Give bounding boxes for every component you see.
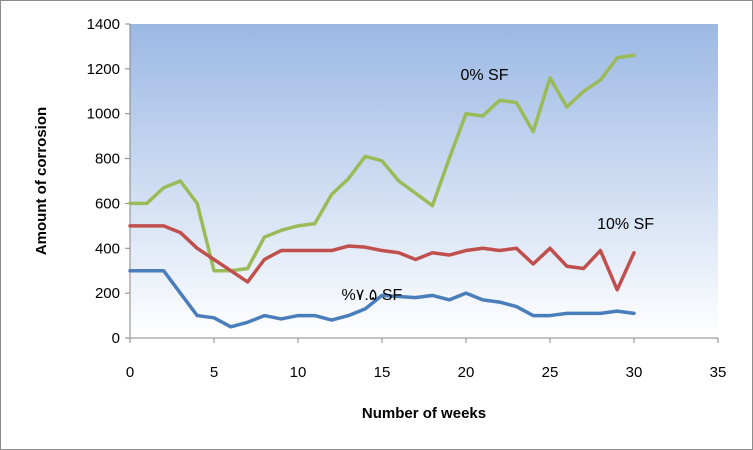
x-tick-label: 20 bbox=[458, 364, 475, 381]
x-axis-title: Number of weeks bbox=[362, 405, 486, 422]
series-line-1 bbox=[128, 224, 636, 292]
series-line-0 bbox=[128, 53, 636, 273]
y-tick-label: 400 bbox=[95, 240, 120, 257]
y-tick-label: 800 bbox=[95, 151, 120, 168]
y-axis-title: Amount of corrosion bbox=[33, 107, 50, 255]
x-tick-label: 5 bbox=[210, 364, 218, 381]
ticks-layer: 0 200 400 600 800 1000 1200 1400 0 5 10 15 20 25 30 35 bbox=[87, 16, 727, 381]
x-tick-label: 25 bbox=[542, 364, 559, 381]
x-tick-label: 30 bbox=[626, 364, 643, 381]
x-tick-label: 35 bbox=[710, 364, 727, 381]
axes bbox=[125, 23, 719, 343]
series-label-10pct-sf: 10% SF bbox=[597, 216, 654, 233]
y-tick-label: 0 bbox=[112, 330, 120, 347]
y-tick-label: 600 bbox=[95, 195, 120, 212]
y-tick-label: 1400 bbox=[87, 16, 120, 33]
plot-area bbox=[130, 24, 718, 338]
x-tick-label: 15 bbox=[374, 364, 391, 381]
x-tick-label: 0 bbox=[126, 364, 134, 381]
series-line-2 bbox=[128, 268, 636, 329]
series-label-7-5pct-sf: %۷.۵ SF bbox=[342, 287, 403, 304]
series-layer bbox=[128, 53, 636, 329]
series-label-0pct-sf: 0% SF bbox=[460, 67, 508, 84]
y-tick-label: 200 bbox=[95, 285, 120, 302]
x-tick-label: 10 bbox=[290, 364, 307, 381]
y-tick-label: 1000 bbox=[87, 106, 120, 123]
y-tick-label: 1200 bbox=[87, 61, 120, 78]
